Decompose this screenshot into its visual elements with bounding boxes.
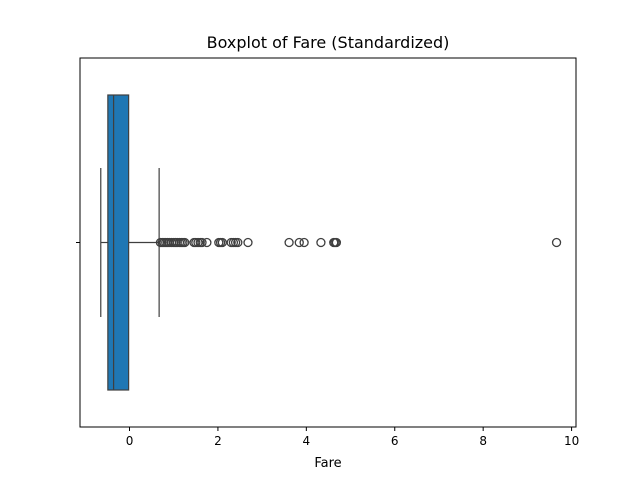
outlier-group (155, 237, 562, 248)
x-tick-label: 4 (303, 434, 311, 448)
outlier-point (217, 237, 227, 248)
outlier-point (284, 237, 294, 248)
outlier-point (243, 237, 253, 248)
x-tick-label: 6 (391, 434, 399, 448)
outlier-point (294, 237, 304, 248)
box-group (100, 94, 160, 391)
outlier-point (197, 237, 207, 248)
outlier-point (233, 237, 243, 248)
x-tick-label: 0 (126, 434, 134, 448)
iqr-box (107, 94, 130, 391)
chart-title: Boxplot of Fare (Standardized) (207, 33, 450, 52)
outlier-point (316, 237, 326, 248)
outlier-point (551, 237, 562, 248)
x-tick-label: 8 (479, 434, 487, 448)
x-tick-label: 2 (214, 434, 222, 448)
outlier-point (331, 237, 342, 248)
outlier-point (299, 237, 309, 248)
x-axis-label: Fare (314, 456, 341, 471)
outlier-point (202, 237, 212, 248)
outlier-point (180, 237, 190, 248)
x-tick-label: 10 (564, 434, 579, 448)
x-axis: 0 2 4 6 8 10 (126, 427, 579, 448)
